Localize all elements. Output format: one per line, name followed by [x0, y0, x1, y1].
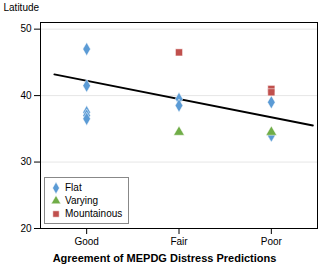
svg-text:Poor: Poor [261, 236, 283, 247]
svg-text:40: 40 [20, 90, 32, 101]
html-text:Agreement of MEPDG Distress Pr: Agreement of MEPDG Distress Predictions [52, 252, 277, 264]
html-text:Varying: Varying [65, 195, 99, 206]
svg-text:20: 20 [20, 223, 32, 234]
html-text:Mountainous: Mountainous [65, 208, 123, 219]
html-text:Flat: Flat [65, 182, 82, 193]
svg-text:30: 30 [20, 156, 32, 167]
svg-text:Good: Good [74, 236, 98, 247]
svg-text:Latitude: Latitude [4, 2, 40, 13]
svg-text:Fair: Fair [170, 236, 188, 247]
svg-text:50: 50 [20, 23, 32, 34]
